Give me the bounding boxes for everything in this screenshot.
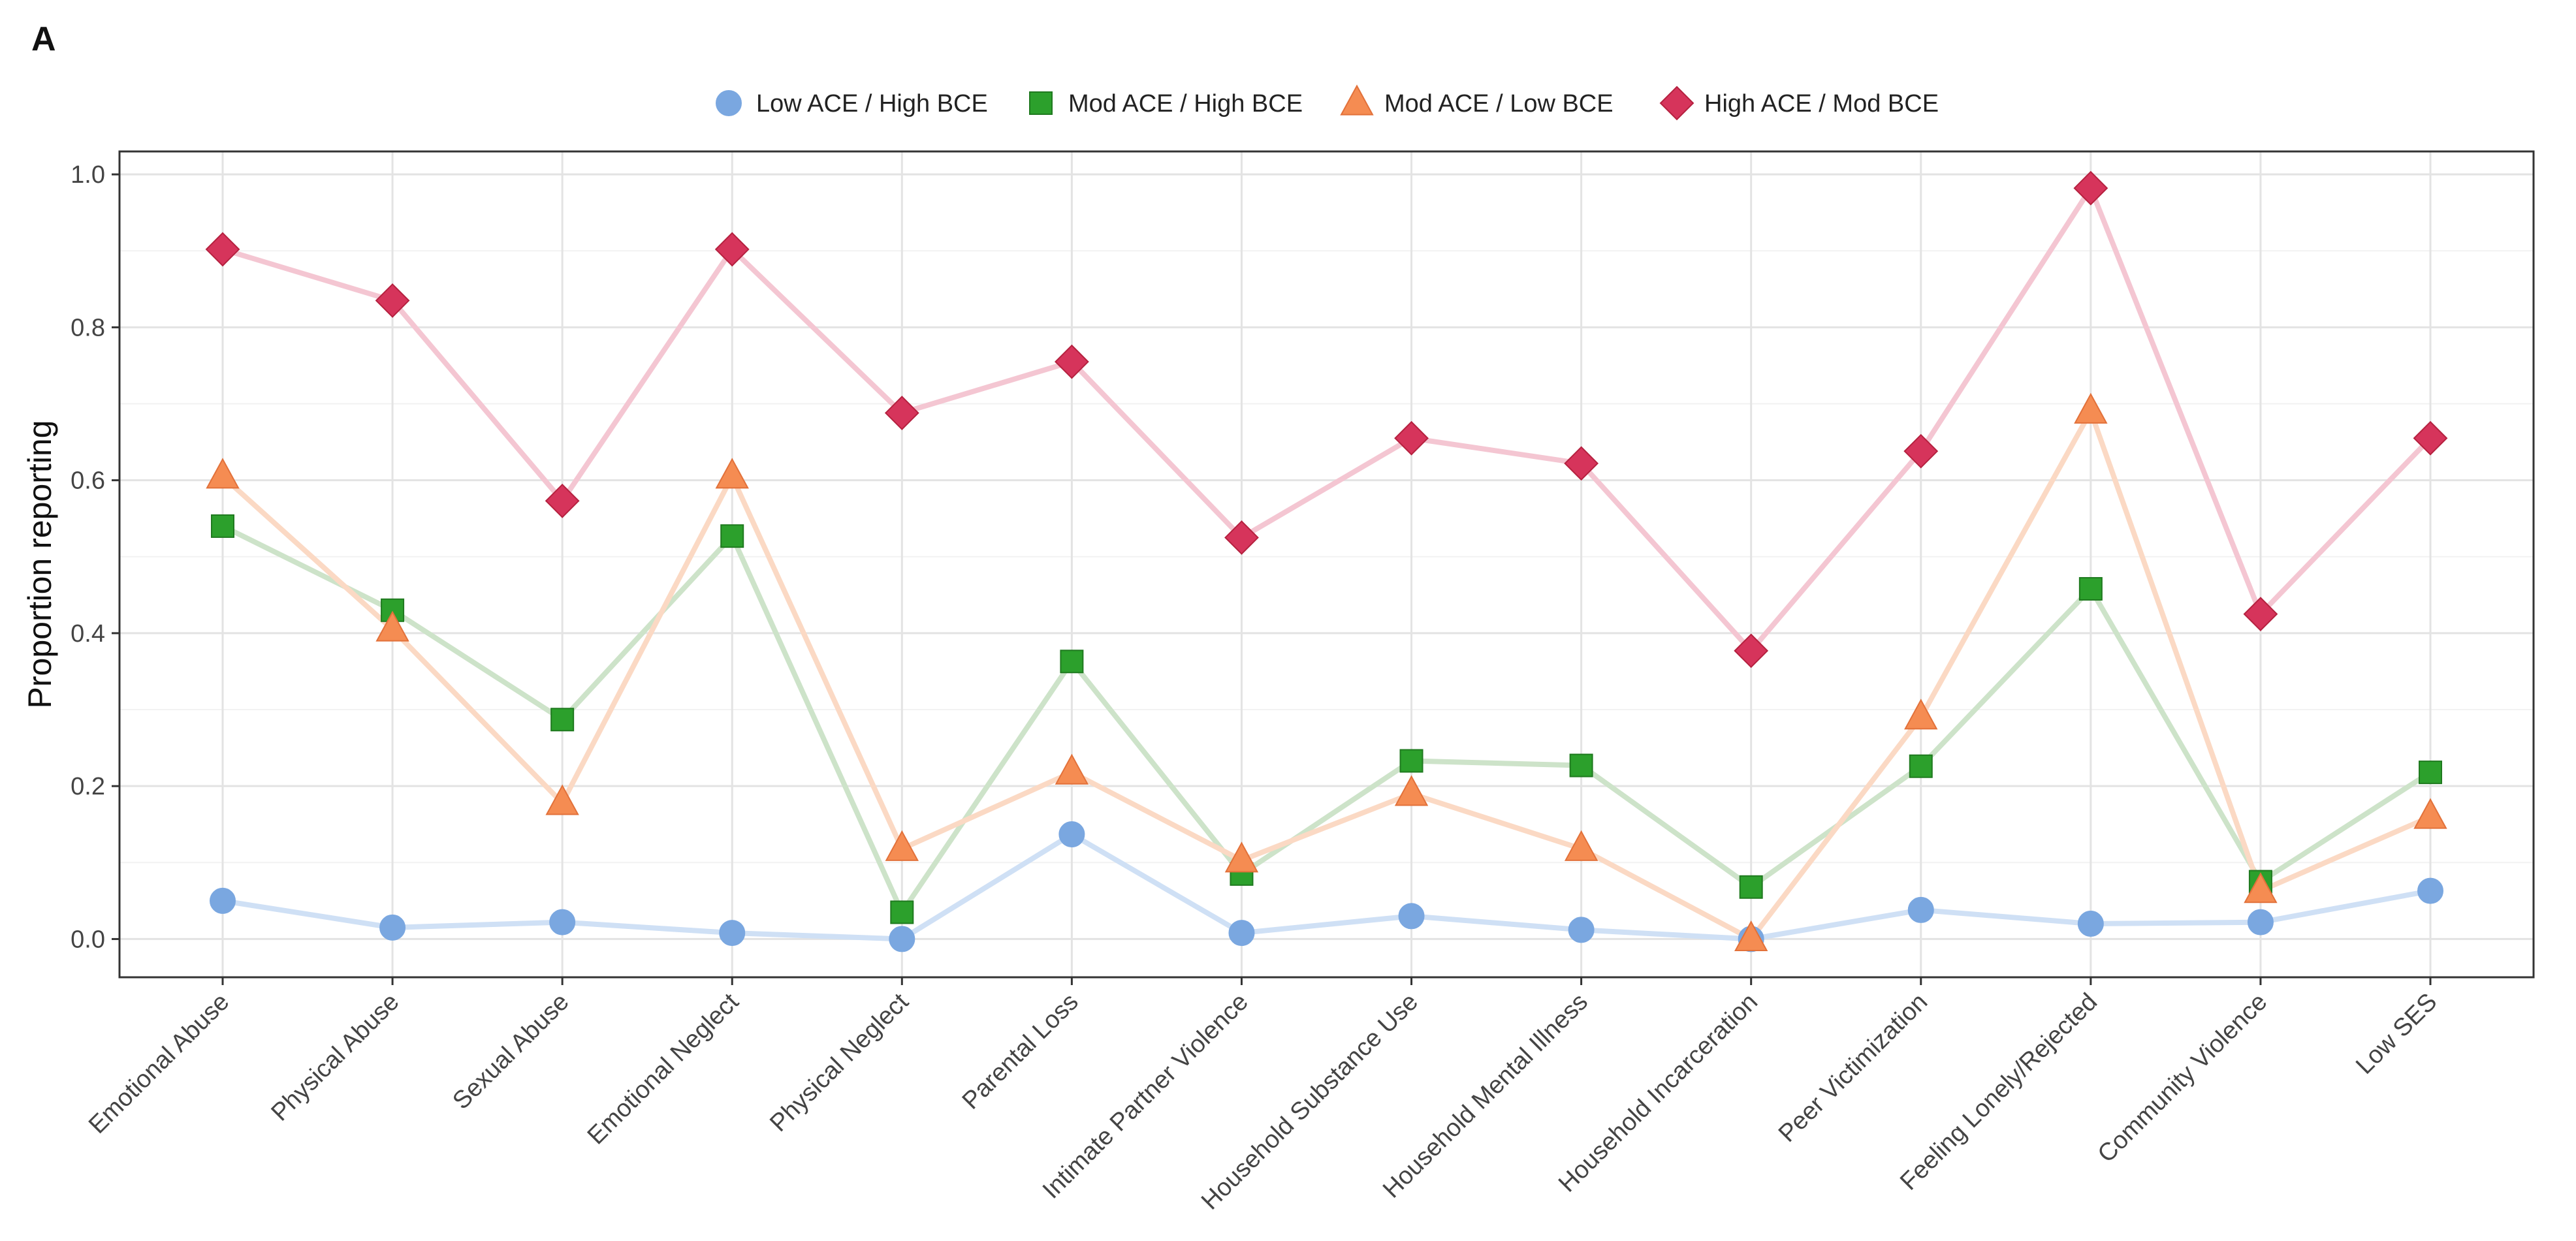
point-low-ace-high-bce-emotional-neglect [719, 920, 746, 947]
point-mod-ace-low-bce-emotional-neglect [715, 458, 749, 489]
x-tick-label-low-ses: Low SES [2351, 988, 2442, 1080]
point-mod-ace-low-bce-physical-abuse [375, 610, 409, 642]
x-tick-label-peer-victimization: Peer Victimization [1773, 988, 1933, 1148]
y-tick-label: 0.6 [71, 467, 105, 495]
point-high-ace-mod-bce-household-incarceration [1734, 633, 1769, 668]
point-mod-ace-low-bce-low-ses [2413, 798, 2447, 829]
point-mod-ace-high-bce-household-mental-illness [1569, 753, 1593, 778]
point-low-ace-high-bce-parental-loss [1058, 821, 1085, 847]
y-tick-label: 0.0 [71, 926, 105, 953]
legend-label-high-ace-mod-bce: High ACE / Mod BCE [1704, 90, 1939, 118]
x-tick-label-sexual-abuse: Sexual Abuse [447, 988, 574, 1115]
point-high-ace-mod-bce-emotional-abuse [205, 232, 240, 267]
point-mod-ace-high-bce-parental-loss [1060, 650, 1084, 674]
series-lines [220, 185, 2433, 942]
point-mod-ace-high-bce-emotional-abuse [211, 514, 234, 538]
point-low-ace-high-bce-intimate-partner-violence [1228, 920, 1255, 947]
point-high-ace-mod-bce-household-substance-use [1394, 420, 1429, 456]
point-mod-ace-high-bce-household-substance-use [1399, 749, 1423, 773]
grid [119, 151, 2534, 977]
y-tick-label: 1.0 [71, 161, 105, 189]
series-line-mod-ace-low-bce [220, 409, 2433, 942]
point-low-ace-high-bce-low-ses [2417, 877, 2443, 904]
point-high-ace-mod-bce-emotional-neglect [714, 232, 750, 267]
x-tick-label-physical-neglect: Physical Neglect [765, 988, 914, 1137]
legend-key-mod-ace-low-bce [1340, 84, 1374, 116]
point-mod-ace-high-bce-emotional-neglect [720, 524, 744, 548]
x-tick-label-household-incarceration: Household Incarceration [1553, 988, 1763, 1198]
series-line-mod-ace-high-bce [220, 523, 2433, 915]
x-tick-label-parental-loss: Parental Loss [957, 988, 1084, 1115]
point-high-ace-mod-bce-household-mental-illness [1564, 446, 1599, 481]
panel-label: A [31, 20, 56, 58]
y-tick-label: 0.2 [71, 773, 105, 800]
y-tick-label: 0.4 [71, 620, 105, 648]
x-tick-label-emotional-neglect: Emotional Neglect [582, 988, 744, 1150]
legend-key-low-ace-high-bce [716, 90, 742, 116]
point-high-ace-mod-bce-sexual-abuse [545, 483, 580, 518]
point-mod-ace-low-bce-feeling-lonely-rejected [2074, 392, 2108, 424]
point-mod-ace-low-bce-emotional-abuse [206, 458, 240, 489]
point-mod-ace-high-bce-sexual-abuse [550, 708, 575, 732]
point-high-ace-mod-bce-physical-neglect [884, 396, 919, 430]
point-mod-ace-low-bce-household-incarceration [1734, 920, 1768, 952]
x-tick-label-feeling-lonely-rejected: Feeling Lonely/Rejected [1895, 988, 2103, 1196]
point-mod-ace-low-bce-peer-victimization [1904, 699, 1938, 730]
point-high-ace-mod-bce-community-violence [2243, 597, 2278, 632]
point-low-ace-high-bce-peer-victimization [1907, 896, 1934, 923]
point-mod-ace-high-bce-feeling-lonely-rejected [2078, 576, 2103, 601]
y-axis-title: Proportion reporting [22, 420, 58, 709]
legend-label-low-ace-high-bce: Low ACE / High BCE [756, 90, 988, 118]
legend: Low ACE / High BCE Mod ACE / High BCE Mod … [716, 84, 1939, 121]
point-mod-ace-low-bce-sexual-abuse [545, 784, 579, 815]
point-high-ace-mod-bce-parental-loss [1054, 344, 1089, 379]
point-mod-ace-low-bce-household-mental-illness [1564, 830, 1598, 861]
point-low-ace-high-bce-household-mental-illness [1568, 917, 1595, 943]
point-mod-ace-low-bce-parental-loss [1055, 753, 1089, 785]
point-mod-ace-high-bce-household-incarceration [1739, 875, 1763, 899]
series-markers [205, 170, 2448, 952]
point-low-ace-high-bce-community-violence [2247, 909, 2274, 935]
legend-key-high-ace-mod-bce [1659, 86, 1694, 121]
x-tick-label-physical-abuse: Physical Abuse [266, 988, 405, 1127]
x-axis: Emotional Abuse Physical Abuse Sexual Abus… [84, 977, 2442, 1216]
point-high-ace-mod-bce-peer-victimization [1903, 433, 1939, 469]
point-low-ace-high-bce-feeling-lonely-rejected [2077, 911, 2104, 937]
point-mod-ace-high-bce-peer-victimization [1909, 754, 1933, 778]
point-mod-ace-low-bce-household-substance-use [1394, 775, 1429, 806]
x-tick-label-community-violence: Community Violence [2093, 988, 2273, 1169]
point-mod-ace-low-bce-intimate-partner-violence [1224, 841, 1259, 873]
legend-label-mod-ace-low-bce: Mod ACE / Low BCE [1384, 90, 1614, 118]
point-low-ace-high-bce-emotional-abuse [210, 887, 236, 914]
x-tick-label-emotional-abuse: Emotional Abuse [84, 988, 234, 1139]
point-low-ace-high-bce-physical-abuse [379, 914, 406, 941]
point-high-ace-mod-bce-intimate-partner-violence [1224, 520, 1259, 555]
point-low-ace-high-bce-physical-neglect [889, 926, 915, 952]
legend-key-mod-ace-high-bce [1029, 91, 1053, 115]
point-mod-ace-high-bce-low-ses [2419, 761, 2442, 785]
point-low-ace-high-bce-household-substance-use [1398, 903, 1425, 930]
point-high-ace-mod-bce-physical-abuse [375, 283, 410, 318]
point-low-ace-high-bce-sexual-abuse [549, 909, 576, 935]
point-high-ace-mod-bce-feeling-lonely-rejected [2073, 170, 2108, 206]
plot-frame [118, 150, 2535, 979]
series-line-high-ace-mod-bce [220, 185, 2433, 653]
point-mod-ace-high-bce-physical-neglect [890, 900, 914, 924]
legend-label-mod-ace-high-bce: Mod ACE / High BCE [1068, 90, 1303, 118]
point-mod-ace-low-bce-community-violence [2244, 872, 2278, 903]
y-tick-label: 0.8 [71, 314, 105, 341]
y-axis: 0.0 0.2 0.4 0.6 0.8 1.0 [71, 161, 119, 953]
point-mod-ace-low-bce-physical-neglect [885, 830, 919, 861]
series-line-low-ace-high-bce [220, 831, 2433, 942]
point-high-ace-mod-bce-low-ses [2413, 420, 2448, 456]
